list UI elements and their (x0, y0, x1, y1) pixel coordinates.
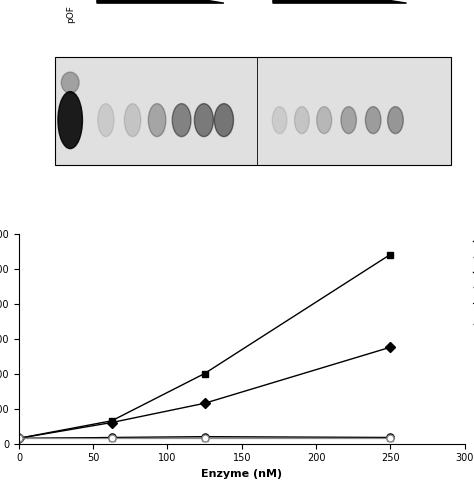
Ellipse shape (124, 104, 141, 137)
Ellipse shape (148, 104, 166, 137)
Polygon shape (97, 0, 224, 3)
Ellipse shape (172, 104, 191, 137)
X-axis label: Enzyme (nM): Enzyme (nM) (201, 469, 283, 479)
Ellipse shape (58, 92, 82, 149)
Ellipse shape (61, 72, 79, 93)
Polygon shape (273, 0, 407, 3)
Legend: L30R, L30R + EDTA, L30S, L30S + EDTA, GDD/GAA, GDD/GAA +
EDTA: L30R, L30R + EDTA, L30S, L30S + EDTA, GD… (469, 234, 474, 337)
Ellipse shape (365, 107, 381, 134)
Ellipse shape (98, 104, 114, 137)
Ellipse shape (388, 107, 403, 134)
Ellipse shape (194, 104, 213, 137)
Ellipse shape (317, 107, 332, 134)
Ellipse shape (341, 107, 356, 134)
Text: pOF: pOF (66, 5, 75, 23)
Ellipse shape (214, 104, 234, 137)
Ellipse shape (272, 107, 287, 134)
Bar (55, 57, 451, 165)
Ellipse shape (294, 107, 310, 134)
